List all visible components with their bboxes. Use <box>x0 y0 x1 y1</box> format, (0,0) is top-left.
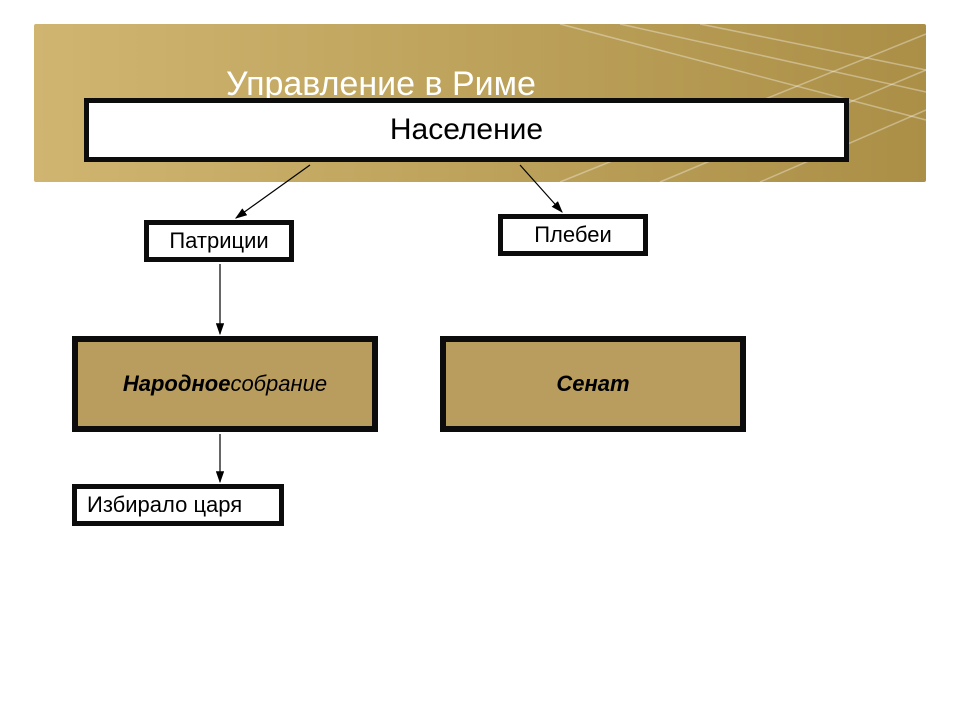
node-patricians: Патриции <box>144 220 294 262</box>
node-king: Избирало царя <box>72 484 284 526</box>
node-population: Население <box>84 98 849 162</box>
node-senate: Сенат <box>440 336 746 432</box>
node-assembly: Народное собрание <box>72 336 378 432</box>
node-plebeians: Плебеи <box>498 214 648 256</box>
